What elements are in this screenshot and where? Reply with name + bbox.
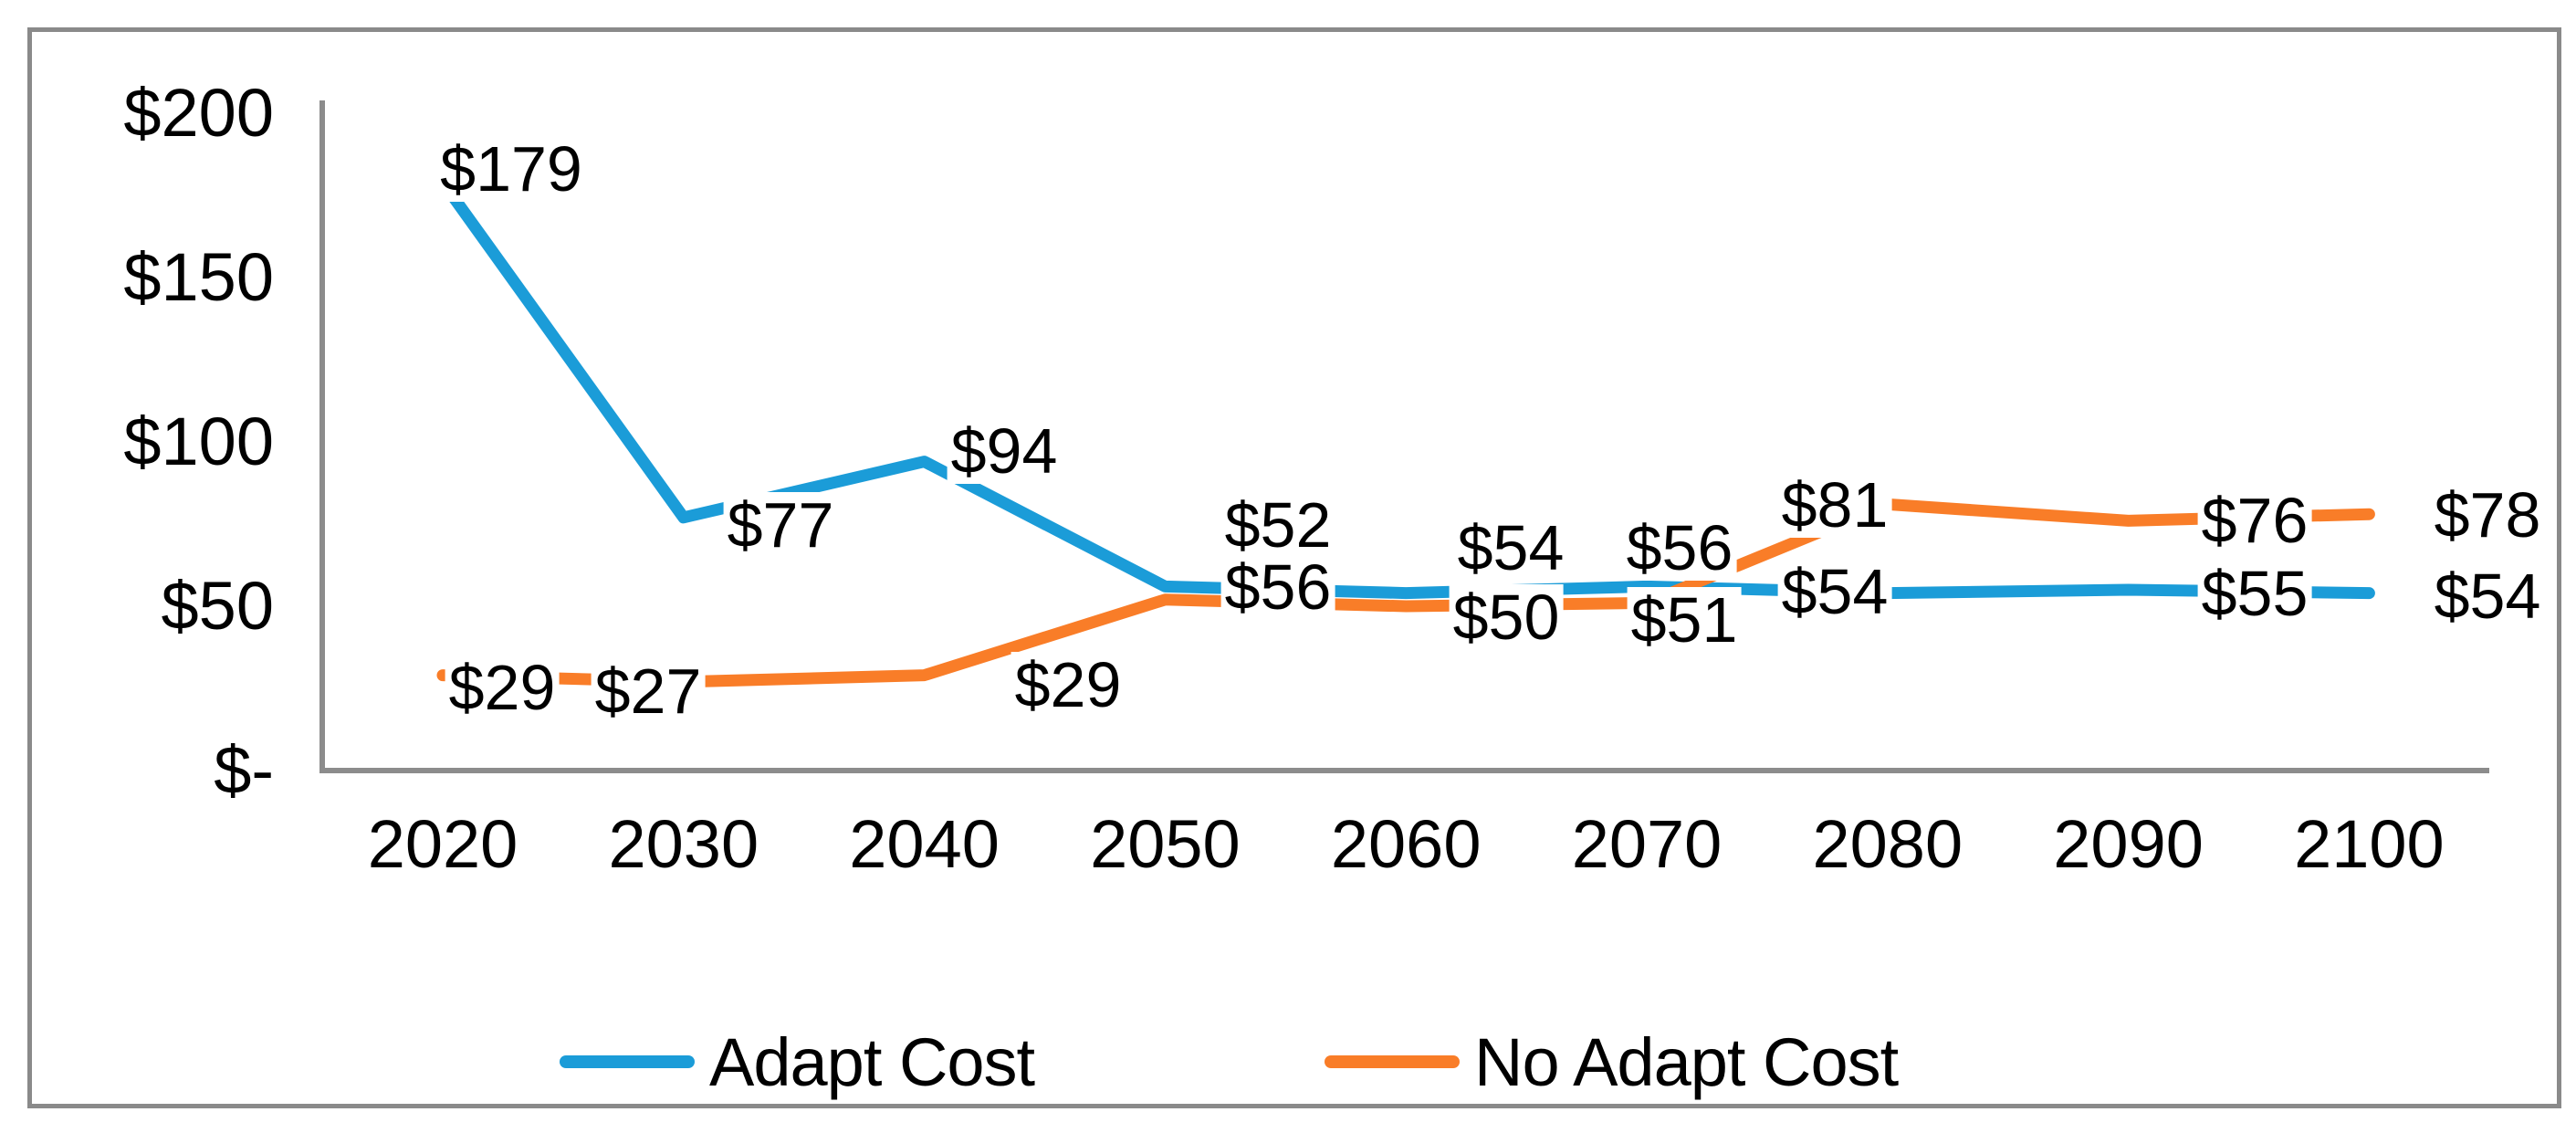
y-axis-tick-label: $200	[123, 75, 274, 151]
data-label-no-adapt-cost-2030: $27	[591, 658, 706, 724]
data-label-adapt-cost-2040: $94	[947, 418, 1062, 484]
data-label-adapt-cost-2030: $77	[723, 492, 838, 558]
x-axis-tick-label: 2080	[1812, 806, 1963, 882]
data-label-no-adapt-cost-2090: $76	[2197, 488, 2312, 553]
data-label-adapt-cost-2060: $54	[1453, 515, 1568, 581]
data-label-no-adapt-cost-2040: $29	[1011, 652, 1126, 718]
chart-border	[27, 27, 2561, 1108]
x-axis-tick-label: 2060	[1330, 806, 1482, 882]
y-axis-tick-label: $150	[123, 239, 274, 315]
data-label-adapt-cost-2020: $179	[436, 136, 586, 202]
data-label-no-adapt-cost-2050: $52	[1220, 492, 1335, 558]
x-axis-tick-label: 2040	[849, 806, 1000, 882]
data-label-adapt-cost-2100: $54	[2430, 563, 2545, 629]
data-label-adapt-cost-2050: $56	[1220, 554, 1335, 620]
x-axis-tick-label: 2100	[2294, 806, 2445, 882]
y-axis-tick-label: $50	[161, 568, 274, 644]
data-label-no-adapt-cost-2080: $81	[1777, 472, 1892, 538]
x-axis-tick-label: 2090	[2053, 806, 2204, 882]
x-axis-tick-label: 2020	[367, 806, 518, 882]
x-axis-tick-label: 2070	[1571, 806, 1723, 882]
data-label-no-adapt-cost-2060: $50	[1449, 584, 1564, 650]
x-axis-tick-label: 2050	[1090, 806, 1241, 882]
data-label-no-adapt-cost-2100: $78	[2430, 482, 2545, 548]
y-axis-tick-label: $-	[214, 732, 274, 808]
data-label-adapt-cost-2080: $54	[1777, 559, 1892, 624]
data-label-adapt-cost-2070: $56	[1622, 515, 1737, 581]
no-adapt-cost-line	[436, 498, 2375, 688]
y-axis-tick-label: $100	[123, 404, 274, 479]
x-axis-tick-label: 2030	[608, 806, 759, 882]
data-label-no-adapt-cost-2020: $29	[445, 655, 560, 720]
data-label-no-adapt-cost-2070: $51	[1627, 587, 1742, 653]
data-label-adapt-cost-2090: $55	[2197, 561, 2312, 626]
